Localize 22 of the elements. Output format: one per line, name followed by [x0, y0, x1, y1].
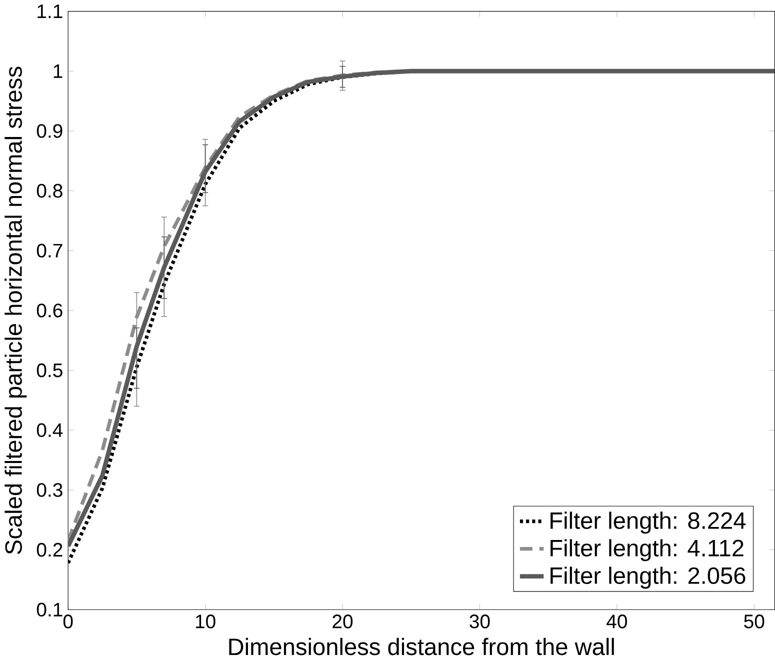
legend-label: Filter length: 8.224	[550, 512, 746, 534]
y-tick-label: 0.2	[36, 543, 62, 557]
y-tick-label: 0.5	[36, 364, 62, 378]
x-tick-label: 0	[63, 614, 73, 628]
x-axis-title: Dimensionless distance from the wall	[229, 638, 614, 656]
legend-label: Filter length: 2.056	[550, 566, 746, 589]
y-tick-label: 0.7	[36, 244, 62, 258]
y-axis-title: Scaled filtered particle horizontal normal stress	[4, 66, 27, 554]
y-tick-label: 0.8	[36, 184, 62, 198]
x-tick-label: 40	[606, 614, 627, 628]
y-tick-label: 1	[54, 64, 62, 78]
legend-label: Filter length: 4.112	[550, 539, 744, 562]
y-tick-label: 0.9	[36, 124, 62, 138]
y-tick-label: 0.6	[36, 304, 62, 318]
y-tick-label: 0.4	[36, 423, 63, 438]
y-tick-label: 0.3	[36, 483, 62, 497]
x-tick-label: 10	[196, 614, 216, 628]
y-tick-label: 0.1	[36, 602, 62, 617]
x-tick-label: 50	[744, 614, 764, 628]
x-tick-label: 30	[470, 614, 490, 628]
x-tick-label: 20	[332, 614, 353, 628]
y-tick-label: 1.1	[38, 4, 62, 18]
